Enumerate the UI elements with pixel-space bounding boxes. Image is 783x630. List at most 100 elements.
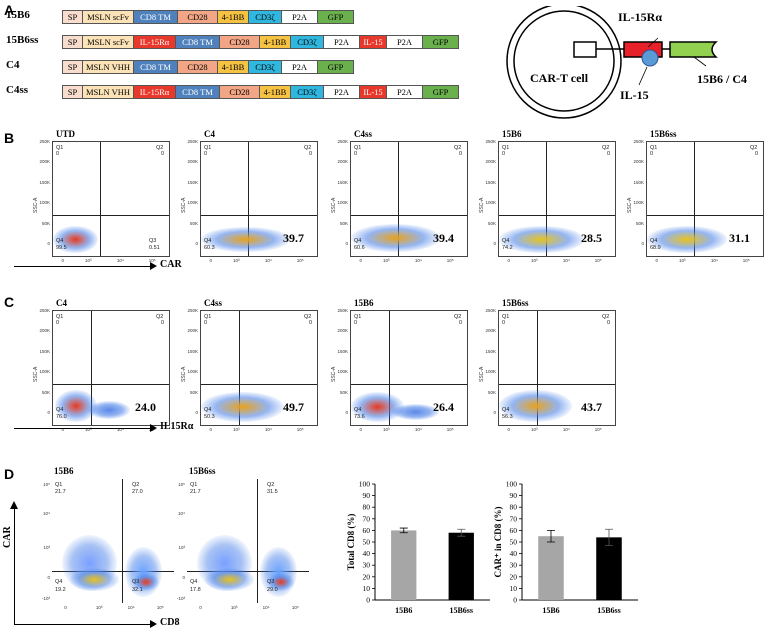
quadrant-label: Q2 <box>750 145 758 151</box>
gate-horizontal <box>499 384 615 385</box>
y-tick-label: 0 <box>513 596 517 605</box>
q3-percentage: 43.7 <box>581 400 602 414</box>
car-axis-arrowhead <box>150 262 157 270</box>
quadrant-label: 0 <box>354 151 358 157</box>
y-tick-label: 50K <box>635 220 644 226</box>
y-tick-label: 20 <box>510 572 518 581</box>
y-tick-label: 80 <box>363 503 371 512</box>
construct-segment: P2A <box>281 10 318 24</box>
flow-plot-title: C4ss <box>204 298 223 308</box>
cd8-axis-arrow-line <box>14 624 154 625</box>
x-tick-label: 10⁵ <box>296 258 304 263</box>
quadrant-label: 21.7 <box>190 489 201 495</box>
flow-plot-title: C4 <box>56 298 67 308</box>
car-vertical-arrowhead <box>10 501 18 509</box>
construct-segment: SP <box>62 35 83 49</box>
construct-name-3: C4ss <box>6 84 29 96</box>
flow-plot-title: 15B6ss <box>189 466 216 476</box>
y-tick-label: 30 <box>363 561 371 570</box>
construct-segment: 4-1BB <box>259 35 291 49</box>
gate-vertical <box>389 311 390 425</box>
error-bar <box>547 530 555 543</box>
quadrant-label: Q2 <box>132 482 140 488</box>
panel-label-d: D <box>4 466 15 482</box>
y-tick-label: 150K <box>39 179 50 185</box>
y-tick-label: 200K <box>39 159 50 165</box>
x-tick-label: 10⁴ <box>127 605 135 610</box>
quadrant-label: Q4 <box>56 407 64 413</box>
y-tick-label: 150K <box>485 179 496 185</box>
quadrant-label: 31.5 <box>267 489 278 495</box>
il15ra-axis-arrowhead <box>150 424 157 432</box>
quadrant-label: Q1 <box>55 482 63 488</box>
gate-vertical <box>398 142 399 256</box>
construct-segment: CD3ζ <box>248 10 282 24</box>
y-tick-label: 0 <box>366 596 370 605</box>
y-tick-label: 100 <box>506 480 518 489</box>
quadrant-label: 0 <box>459 151 463 157</box>
quadrant-label: Q2 <box>304 145 312 151</box>
quadrant-label: Q4 <box>190 579 198 585</box>
quadrant-label: 0 <box>309 320 313 326</box>
gate-vertical <box>248 142 249 256</box>
x-tick-label: 0 <box>199 605 202 610</box>
y-tick-label: -10³ <box>41 596 50 602</box>
quadrant-label: 0 <box>161 320 165 326</box>
flow-plot-area: Q1 21.7 Q2 31.5 Q4 17.8 Q3 29.0 <box>187 479 309 603</box>
gate-vertical <box>239 311 240 425</box>
construct-segment: CD8 TM <box>133 10 178 24</box>
y-tick-label: 150K <box>187 348 198 354</box>
x-tick-label: 10⁵ <box>148 258 156 263</box>
y-tick-label: 100K <box>337 200 348 206</box>
flow-plot-area: Q1 21.7 Q2 27.0 Q4 19.2 Q3 32.1 <box>52 479 174 603</box>
quadrant-label: 0 <box>354 320 358 326</box>
quadrant-label: 74.2 <box>502 245 513 251</box>
event-density <box>351 224 440 253</box>
il15ra-axis-arrow-line <box>14 428 154 429</box>
y-tick-label: 70 <box>363 514 371 523</box>
y-tick-label: 100K <box>485 369 496 375</box>
flow-plot-title: 15B6 <box>354 298 374 308</box>
flow-plot-title: 15B6ss <box>502 298 529 308</box>
quadrant-label: Q4 <box>354 407 362 413</box>
x-tick-label: 10³ <box>531 427 538 432</box>
q3-percentage: 31.1 <box>729 231 750 245</box>
panel-b-xlabel: CAR <box>160 259 182 270</box>
y-tick-label: 0 <box>345 410 348 415</box>
y-tick-label: 250K <box>485 308 496 313</box>
x-tick-label: 10⁴ <box>116 427 124 432</box>
y-tick-label: 70 <box>510 514 518 523</box>
schematic-cell-label: CAR-T cell <box>530 71 589 85</box>
construct-segment: GFP <box>422 35 459 49</box>
x-tick-label: 10³ <box>679 258 686 263</box>
category-label: 15B6ss <box>597 606 621 615</box>
y-tick-label: 0 <box>182 575 185 581</box>
panel-label-b: B <box>4 130 15 146</box>
y-tick-label: 40 <box>510 549 518 558</box>
flow-plot-area: Q1 0 Q2 0 Q4 60.6 39.4 <box>350 141 468 257</box>
construct-segment: P2A <box>386 85 423 99</box>
y-tick-label: 50 <box>363 538 371 547</box>
event-density <box>201 392 284 423</box>
flow-plot-area: Q1 0 Q2 0 Q4 60.3 39.7 <box>200 141 318 257</box>
x-tick-label: 0 <box>507 427 510 432</box>
construct-segment: P2A <box>323 35 360 49</box>
construct-segment: CD8 TM <box>175 35 220 49</box>
y-axis-label: SSC-A <box>331 366 337 382</box>
y-tick-label: 0 <box>195 241 198 246</box>
q3-percentage: 28.5 <box>581 231 602 245</box>
gate-vertical <box>694 142 695 256</box>
y-tick-label: 50K <box>339 220 348 226</box>
gate-horizontal <box>351 384 467 385</box>
gate-vertical <box>546 142 547 256</box>
y-axis-title: CAR⁺ in CD8 (%) <box>493 506 503 577</box>
flow-plot-title: C4ss <box>354 129 373 139</box>
y-tick-label: 10⁵ <box>178 482 185 488</box>
gate-horizontal <box>499 215 615 216</box>
y-tick-label: 100 <box>359 480 371 489</box>
error-bar <box>605 528 613 546</box>
quadrant-label: Q4 <box>354 238 362 244</box>
bar-15B6ss <box>448 532 474 600</box>
y-tick-label: 0 <box>493 410 496 415</box>
y-tick-label: 200K <box>337 328 348 334</box>
